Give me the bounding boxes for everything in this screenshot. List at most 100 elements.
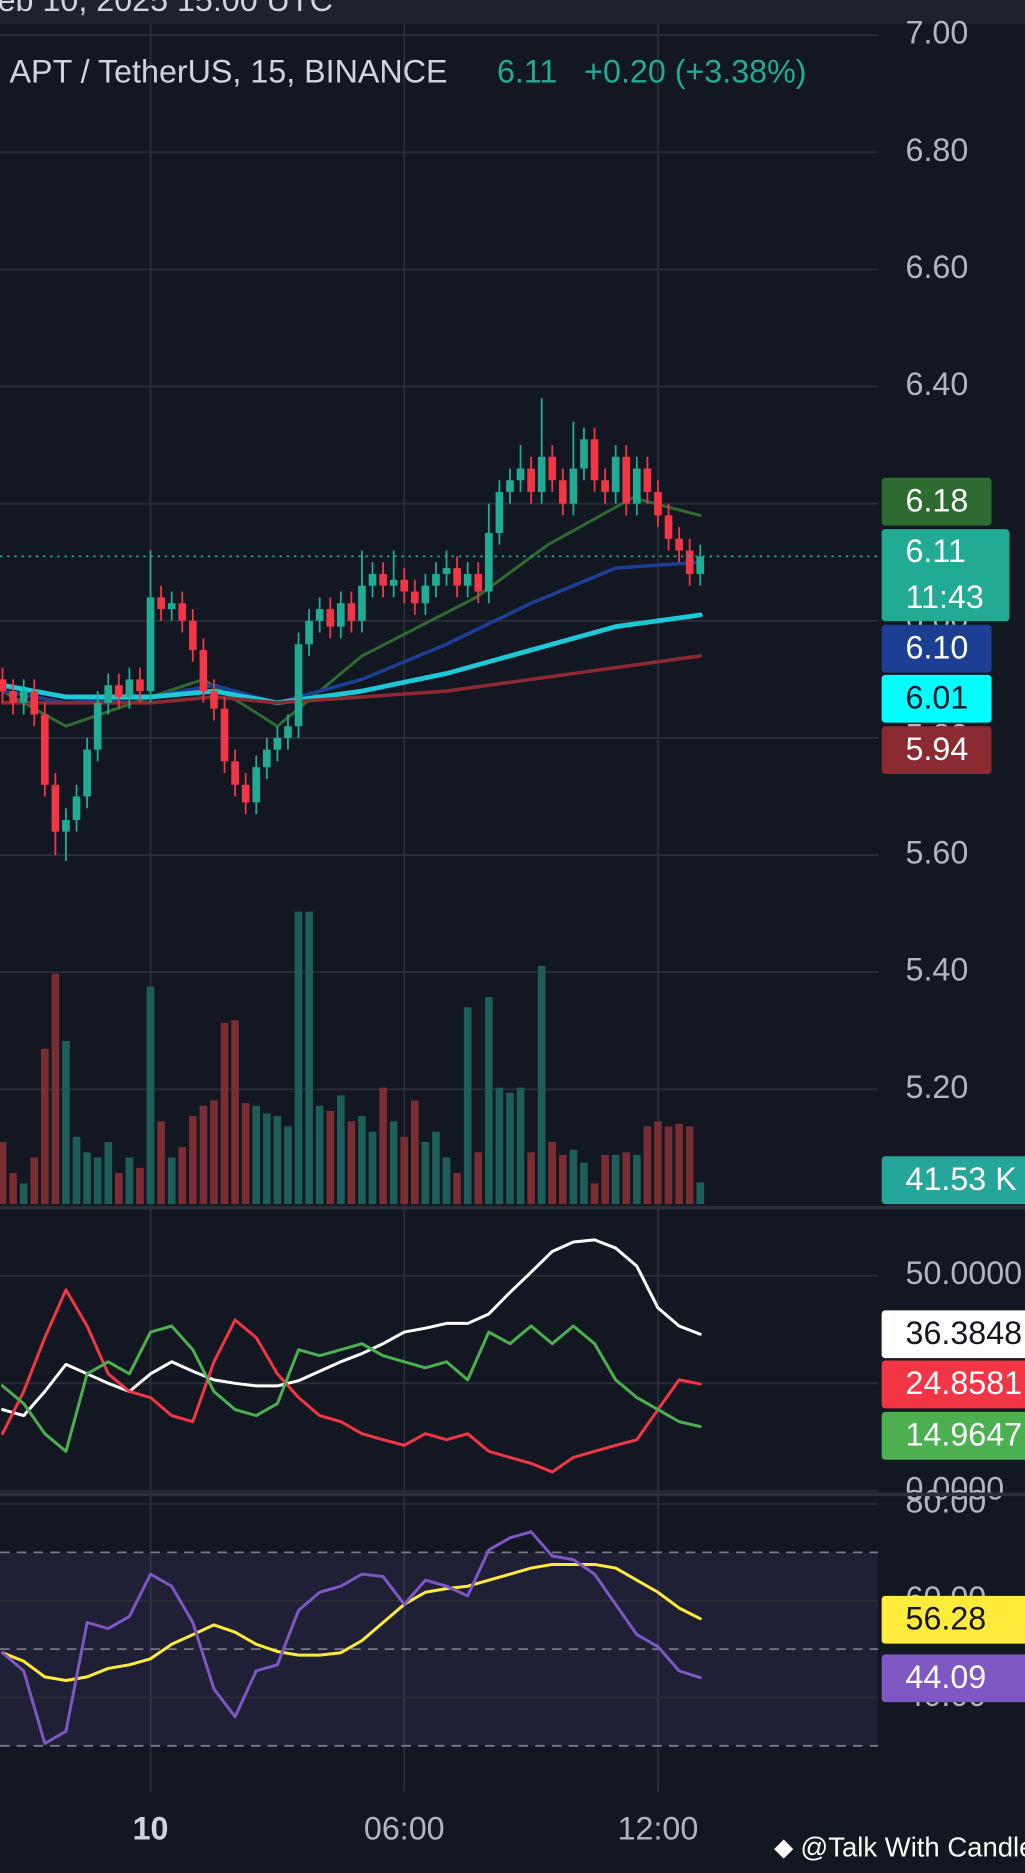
y-tick-label: 6.80: [906, 132, 969, 168]
candle-body: [114, 685, 123, 697]
indicator-line: [1, 1562, 702, 1683]
volume-bar: [114, 1173, 123, 1205]
candle-body: [590, 439, 599, 481]
volume-bar: [19, 1183, 28, 1205]
volume-bar: [125, 1157, 134, 1205]
candle-body: [696, 556, 705, 574]
candle-body: [611, 456, 620, 492]
y-tick-label: 5.40: [906, 952, 969, 988]
y-tick-label: 80.00: [906, 1484, 987, 1520]
volume-bar: [199, 1105, 208, 1205]
candle-body: [83, 749, 91, 797]
candle-body: [643, 468, 652, 492]
x-tick-label: 12:00: [618, 1811, 699, 1847]
watermark: @Talk With Candle: [800, 1831, 1025, 1862]
volume-bar: [72, 1136, 81, 1205]
candle-body: [463, 573, 472, 586]
candle-body: [622, 456, 631, 504]
ma-last-label: [881, 624, 992, 673]
volume-bar: [601, 1154, 609, 1205]
volume-bar: [675, 1123, 683, 1205]
volume-bar: [294, 911, 303, 1205]
price-label-text: 6.11: [906, 533, 966, 569]
candle-body: [220, 708, 229, 762]
volume-bar: [178, 1147, 187, 1205]
candle-body: [347, 603, 356, 621]
candle-body: [199, 650, 208, 692]
candle-body: [262, 749, 271, 768]
volume-bar: [146, 986, 155, 1205]
candle-body: [241, 784, 250, 803]
volume-bar: [9, 1173, 17, 1205]
volume-bar: [685, 1126, 694, 1205]
volume-bar: [389, 1121, 398, 1205]
price-label: [881, 529, 1010, 622]
chart-title: APT / TetherUS, 15, BINANCE: [10, 54, 448, 90]
indicator-last-label-text: 14.9647: [906, 1417, 1023, 1453]
candle-body: [9, 691, 17, 703]
volume-bar: [527, 1152, 535, 1205]
volume-bar: [611, 1154, 620, 1205]
candle-body: [527, 468, 535, 492]
candle-body: [569, 468, 578, 504]
indicator-last-label: [881, 1310, 1025, 1359]
volume-bar: [104, 1141, 113, 1205]
indicator-line: [1, 1324, 702, 1453]
candle-body: [0, 679, 7, 692]
ma-last-label-text: 6.01: [906, 680, 969, 716]
candle-body: [178, 603, 187, 621]
x-tick-label: 10: [133, 1811, 169, 1847]
header-change: +0.20 (+3.38%): [584, 54, 806, 90]
y-tick-label: 7.00: [906, 15, 969, 51]
volume-bar: [241, 1103, 250, 1205]
candle-body: [157, 597, 165, 610]
candle-body: [273, 737, 282, 750]
volume-bar: [696, 1182, 705, 1205]
volume-bar: [474, 1152, 483, 1205]
candle-body: [136, 679, 144, 692]
volume-bar: [580, 1162, 588, 1205]
volume-bar: [188, 1116, 197, 1205]
volume-bar: [51, 973, 60, 1205]
candle-body: [368, 573, 377, 586]
volume-bar: [326, 1110, 335, 1205]
ma-last-label: [881, 674, 992, 723]
volume-bar: [62, 1041, 70, 1205]
indicator-last-label-text: 44.09: [906, 1659, 987, 1695]
volume-bar: [590, 1183, 599, 1205]
volume-bar: [643, 1126, 652, 1205]
candle-body: [93, 702, 102, 750]
volume-bar: [347, 1121, 356, 1205]
candle-body: [558, 480, 567, 504]
candle-body: [336, 603, 345, 627]
volume-label: [881, 1156, 1025, 1205]
volume-bar: [315, 1105, 324, 1205]
candle-body: [146, 597, 155, 692]
volume-bar: [252, 1105, 261, 1205]
indicator-last-label: [881, 1411, 1025, 1460]
volume-bar: [432, 1131, 440, 1205]
volume-bar: [262, 1113, 271, 1205]
cursor-time: eb 10, 2025 15:00 UTC: [0, 0, 333, 18]
volume-bar: [410, 1100, 419, 1205]
volume-bar: [284, 1126, 292, 1205]
volume-bar: [484, 997, 493, 1205]
candle-body: [410, 591, 419, 604]
volume-bar: [442, 1157, 451, 1205]
candle-body: [506, 480, 514, 492]
y-tick-label: 0.0000: [906, 1471, 1005, 1507]
volume-bar: [495, 1087, 504, 1205]
candle-body: [379, 573, 387, 586]
volume-bar: [336, 1095, 345, 1205]
volume-bar: [167, 1157, 176, 1205]
volume-bar: [30, 1157, 39, 1205]
price-label-text: 11:43: [906, 579, 984, 615]
volume-bar: [632, 1154, 641, 1205]
candle-body: [167, 603, 176, 610]
candle-body: [516, 468, 525, 481]
candle-body: [30, 691, 39, 715]
indicator-last-label: [881, 1360, 1025, 1409]
volume-bar: [220, 1022, 229, 1205]
